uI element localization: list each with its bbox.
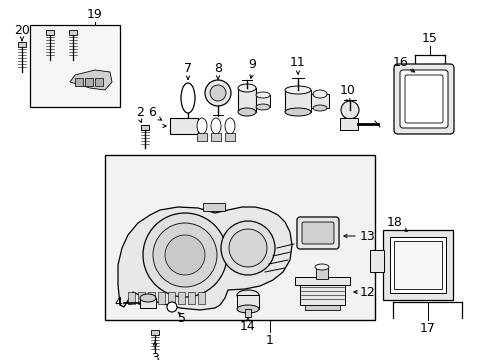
Ellipse shape bbox=[181, 83, 195, 113]
Ellipse shape bbox=[256, 92, 269, 98]
FancyBboxPatch shape bbox=[296, 217, 338, 249]
Bar bbox=[237, 295, 259, 309]
Polygon shape bbox=[118, 207, 291, 310]
Bar bbox=[393, 241, 441, 289]
Ellipse shape bbox=[312, 90, 326, 98]
Text: 1: 1 bbox=[265, 333, 273, 346]
Circle shape bbox=[209, 85, 225, 101]
Bar bbox=[151, 330, 159, 335]
Text: 5: 5 bbox=[178, 311, 185, 324]
Bar bbox=[315, 267, 327, 279]
Text: 18: 18 bbox=[386, 216, 402, 229]
FancyBboxPatch shape bbox=[404, 75, 442, 123]
Circle shape bbox=[228, 229, 266, 267]
Text: 8: 8 bbox=[214, 62, 222, 75]
Bar bbox=[170, 118, 198, 134]
Bar bbox=[140, 298, 156, 308]
Bar bbox=[128, 292, 135, 304]
Ellipse shape bbox=[197, 118, 206, 134]
Ellipse shape bbox=[140, 294, 156, 302]
Text: 11: 11 bbox=[289, 55, 305, 68]
Bar bbox=[389, 237, 445, 293]
Bar bbox=[85, 78, 93, 86]
Ellipse shape bbox=[237, 305, 259, 313]
Bar bbox=[138, 292, 145, 304]
Ellipse shape bbox=[224, 118, 235, 134]
Text: 15: 15 bbox=[421, 31, 437, 45]
Bar bbox=[148, 292, 155, 304]
Ellipse shape bbox=[285, 108, 310, 116]
Circle shape bbox=[164, 235, 204, 275]
Bar bbox=[210, 133, 221, 141]
Text: 9: 9 bbox=[247, 58, 255, 72]
Ellipse shape bbox=[238, 84, 256, 92]
Ellipse shape bbox=[312, 105, 326, 111]
Bar bbox=[168, 292, 175, 304]
Ellipse shape bbox=[238, 108, 256, 116]
Text: 16: 16 bbox=[392, 55, 408, 68]
Text: 20: 20 bbox=[14, 23, 30, 36]
Text: 14: 14 bbox=[240, 320, 255, 333]
Text: 3: 3 bbox=[151, 351, 159, 360]
Text: 17: 17 bbox=[419, 321, 435, 334]
Bar bbox=[75, 78, 83, 86]
Circle shape bbox=[153, 223, 217, 287]
Bar bbox=[305, 305, 339, 310]
Text: 19: 19 bbox=[87, 8, 102, 21]
Bar bbox=[178, 292, 184, 304]
Bar bbox=[197, 133, 206, 141]
Circle shape bbox=[167, 302, 177, 312]
Text: 2: 2 bbox=[136, 105, 143, 118]
Text: 7: 7 bbox=[183, 62, 192, 75]
Bar bbox=[382, 230, 452, 300]
Text: 4: 4 bbox=[114, 297, 122, 310]
Bar bbox=[203, 203, 224, 211]
Bar bbox=[244, 309, 250, 317]
Text: 12: 12 bbox=[359, 285, 375, 298]
Bar bbox=[238, 88, 256, 112]
Ellipse shape bbox=[237, 290, 259, 300]
Text: 6: 6 bbox=[148, 105, 156, 118]
Bar bbox=[46, 30, 54, 35]
Bar bbox=[187, 292, 195, 304]
Bar bbox=[69, 30, 77, 35]
Ellipse shape bbox=[314, 264, 328, 270]
Bar bbox=[369, 250, 383, 272]
Bar bbox=[299, 285, 345, 305]
FancyBboxPatch shape bbox=[399, 70, 447, 128]
Bar bbox=[256, 95, 269, 107]
Circle shape bbox=[221, 221, 274, 275]
Bar bbox=[18, 42, 26, 47]
Circle shape bbox=[142, 213, 226, 297]
Ellipse shape bbox=[340, 101, 358, 119]
Bar bbox=[224, 133, 235, 141]
Bar bbox=[95, 78, 103, 86]
Polygon shape bbox=[70, 70, 112, 90]
Bar bbox=[310, 94, 328, 108]
Bar bbox=[30, 25, 120, 107]
Bar bbox=[198, 292, 204, 304]
Bar bbox=[285, 90, 310, 112]
Ellipse shape bbox=[140, 298, 156, 308]
FancyBboxPatch shape bbox=[393, 64, 453, 134]
Ellipse shape bbox=[256, 104, 269, 110]
Bar bbox=[294, 277, 349, 285]
Bar bbox=[141, 125, 149, 130]
Ellipse shape bbox=[210, 118, 221, 134]
FancyBboxPatch shape bbox=[302, 222, 333, 244]
Ellipse shape bbox=[285, 86, 310, 94]
Bar bbox=[105, 155, 374, 320]
Bar bbox=[158, 292, 164, 304]
Circle shape bbox=[204, 80, 230, 106]
Bar bbox=[339, 118, 357, 130]
Text: 10: 10 bbox=[339, 84, 355, 96]
Text: 13: 13 bbox=[359, 230, 375, 243]
